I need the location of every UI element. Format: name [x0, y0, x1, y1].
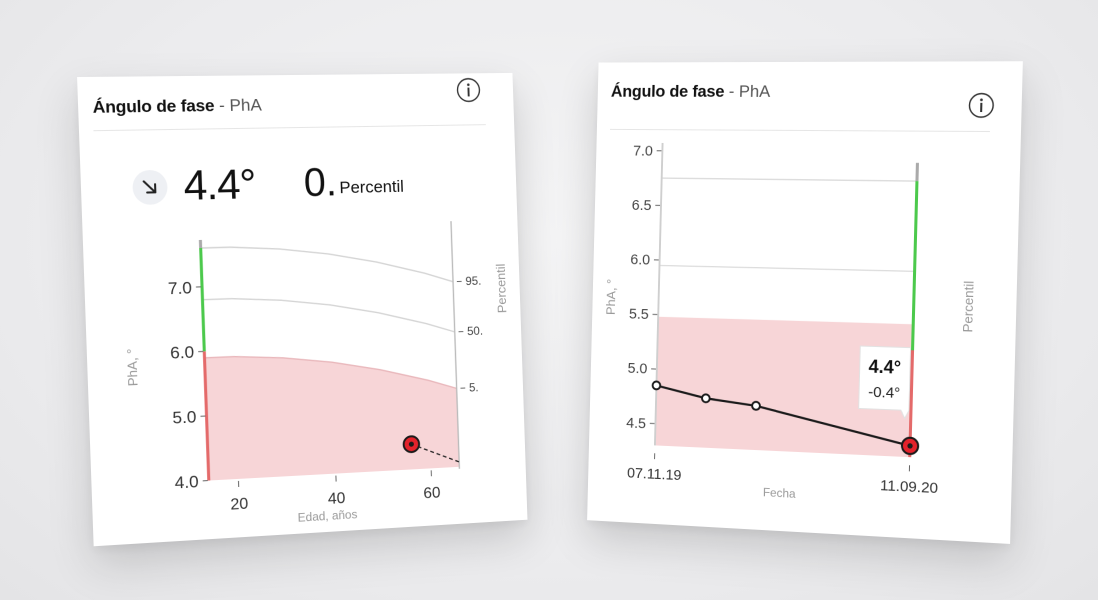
title-subtitle: - PhA [218, 95, 263, 116]
healthy-range-bar [201, 248, 205, 351]
y-tick-label: 6.0 [170, 343, 195, 363]
percentile-value: 0. [303, 160, 338, 206]
x-tick-label: 20 [230, 495, 249, 514]
x-axis-label: Fecha [763, 486, 796, 501]
healthy-range-bar [913, 181, 917, 350]
right-axis-label: Percentil [493, 263, 509, 313]
y-tick-label: 6.0 [630, 252, 650, 268]
y-tick-label: 5.5 [629, 307, 649, 324]
data-point [752, 402, 760, 410]
x-tick-label: 40 [328, 489, 346, 508]
y-axis-label: PhA, ° [603, 279, 618, 315]
x-axis-label: Edad, años [297, 507, 357, 524]
value-tooltip [858, 346, 910, 419]
y-tick-label: 5.0 [627, 361, 647, 378]
percentile-label: 50. [467, 324, 483, 338]
tooltip-delta: -0.4° [868, 384, 900, 402]
y-tick-label: 7.0 [633, 143, 653, 159]
pha-value: 4.4° [182, 159, 257, 209]
history-card: Ángulo de fase - PhA 4.5 5.0 5.5 6.0 6.5 7.0 P… [587, 61, 1023, 544]
history-chart: 4.5 5.0 5.5 6.0 6.5 7.0 PhA, ° Percentil 07.11.1… [603, 131, 977, 501]
info-icon[interactable] [968, 92, 995, 119]
data-point [702, 394, 710, 402]
title-text: Ángulo de fase [92, 95, 215, 117]
y-tick-label: 7.0 [168, 278, 193, 298]
percentile-label: 95. [465, 274, 481, 288]
x-tick-label: 07.11.19 [627, 465, 682, 484]
percentile-curve [201, 241, 453, 290]
y-tick-label: 4.0 [174, 472, 199, 492]
reference-line [659, 265, 914, 271]
percentile-label: 5. [469, 381, 479, 395]
y-axis-label: PhA, ° [124, 348, 141, 386]
current-point [403, 436, 419, 453]
percentile-label: Percentil [339, 176, 405, 198]
x-tick-label: 60 [423, 484, 441, 503]
trend-badge [132, 169, 169, 206]
card-title: Ángulo de fase - PhA [92, 95, 262, 117]
percentile-chart: 4.0 5.0 6.0 7.0 PhA, ° 20 40 60 Edad, años 95. 50.… [124, 219, 509, 525]
y-tick-label: 6.5 [632, 198, 652, 214]
title-text: Ángulo de fase [610, 81, 725, 101]
y-tick-label: 5.0 [172, 407, 197, 427]
percentile-curve [202, 291, 454, 342]
card-title: Ángulo de fase - PhA [611, 82, 771, 102]
right-axis-label: Percentil [960, 281, 977, 333]
header-divider [93, 124, 486, 132]
data-point [653, 381, 661, 389]
title-subtitle: - PhA [728, 81, 771, 101]
percentile-card: Ángulo de fase - PhA 4.4° 0. Percentil 4… [77, 72, 528, 547]
risk-area [654, 316, 914, 458]
risk-area [204, 347, 460, 481]
x-tick-label: 11.09.20 [880, 478, 938, 497]
tooltip-value: 4.4° [868, 356, 901, 378]
reference-line [662, 178, 917, 181]
info-icon[interactable] [456, 77, 482, 103]
arrow-down-right-icon [141, 178, 160, 197]
y-tick-label: 4.5 [626, 415, 646, 432]
